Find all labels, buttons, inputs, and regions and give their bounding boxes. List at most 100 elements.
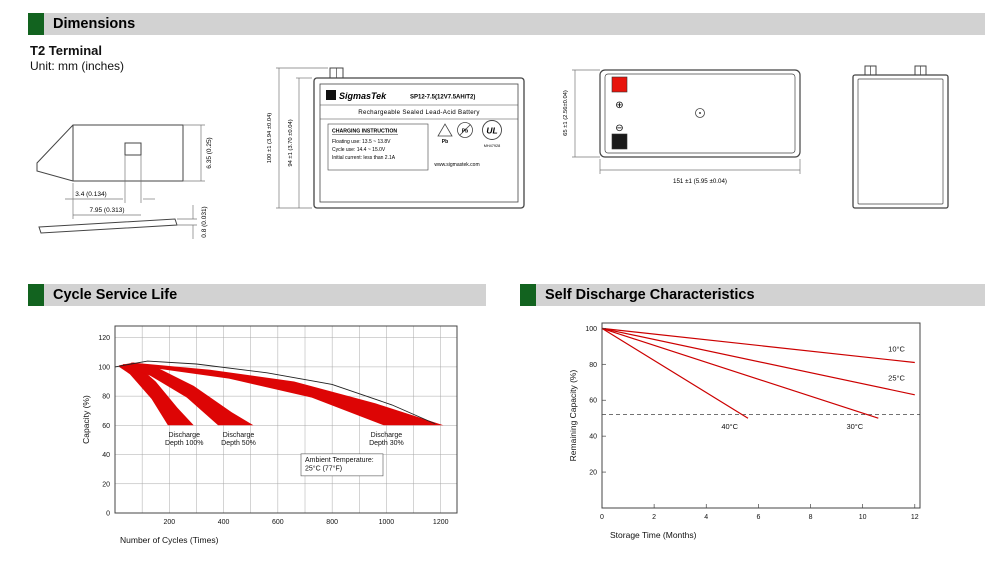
crossed-pb-label: Pb bbox=[462, 129, 468, 135]
dim-thickness-label: 0.8 (0.031) bbox=[201, 206, 208, 237]
y-tick-label: 20 bbox=[102, 481, 110, 488]
series-label: 10°C bbox=[888, 345, 905, 354]
y-tick-label: 60 bbox=[589, 398, 597, 405]
cycle-section-header: Cycle Service Life bbox=[28, 284, 486, 306]
battery-front-view-drawing: SigmasTek SP12-7.5(12V7.5AH/T2) Recharge… bbox=[267, 67, 525, 209]
y-axis-label: Capacity (%) bbox=[81, 395, 91, 444]
x-axis-label: Number of Cycles (Times) bbox=[120, 535, 219, 545]
discharge-band bbox=[131, 362, 444, 426]
unit-label: Unit: mm (inches) bbox=[30, 59, 125, 73]
dimension-lines bbox=[572, 69, 801, 174]
annotation-text: Ambient Temperature: bbox=[305, 457, 374, 464]
annotation-text: Discharge bbox=[223, 432, 255, 439]
negative-terminal bbox=[611, 133, 628, 150]
recycle-pb-icon bbox=[437, 123, 453, 137]
vent-mark bbox=[695, 108, 705, 118]
y-tick-label: 60 bbox=[102, 423, 110, 430]
positive-terminal bbox=[611, 76, 628, 93]
x-tick-label: 8 bbox=[809, 514, 813, 521]
dim-height-label: 6.35 (0.25) bbox=[206, 137, 213, 168]
x-tick-label: 400 bbox=[218, 519, 230, 526]
dimension-lines bbox=[65, 124, 205, 239]
brand-text: SigmasTek bbox=[339, 91, 387, 101]
discharge-band bbox=[119, 362, 194, 426]
minus-terminal-symbol: ⊖ bbox=[615, 123, 623, 134]
y-tick-label: 100 bbox=[585, 326, 597, 333]
annotation-text: Discharge bbox=[168, 432, 200, 439]
dim-total-height-label: 100 ±1 (3.94 ±0.04) bbox=[267, 113, 273, 164]
y-tick-label: 80 bbox=[589, 362, 597, 369]
series-line bbox=[601, 327, 915, 364]
dimension-lines bbox=[276, 67, 328, 209]
brand-logo-icon bbox=[326, 90, 336, 100]
x-tick-label: 1200 bbox=[433, 519, 449, 526]
crossed-pb-icon bbox=[457, 122, 473, 138]
y-axis-label: Remaining Capacity (%) bbox=[568, 370, 578, 462]
charging-line-2: Cycle use: 14.4 ~ 15.0V bbox=[332, 147, 386, 153]
battery-top-view-drawing: ⊕ ⊖ 65 ±1 (2.56±0.04) 151 ±1 (5.95 ±0.04… bbox=[563, 69, 801, 185]
series-label: 25°C bbox=[888, 373, 905, 382]
ul-label: UL bbox=[486, 126, 497, 136]
plus-terminal-symbol: ⊕ bbox=[615, 100, 623, 111]
charging-line-1: Floating use: 13.5 ~ 13.8V bbox=[332, 139, 391, 145]
recycle-pb-label: Pb bbox=[442, 139, 448, 145]
series-label: 40°C bbox=[721, 422, 738, 431]
x-tick-label: 1000 bbox=[379, 519, 395, 526]
series-line bbox=[601, 327, 915, 396]
website-text: www.sigmastek.com bbox=[434, 162, 479, 168]
charging-line-3: Initial current: less than 2.1A bbox=[332, 155, 396, 161]
series-label: 30°C bbox=[846, 422, 863, 431]
x-tick-label: 800 bbox=[326, 519, 338, 526]
header-accent-block bbox=[28, 284, 44, 306]
dimensions-header-title: Dimensions bbox=[44, 13, 985, 35]
x-tick-label: 200 bbox=[163, 519, 175, 526]
plot-frame bbox=[601, 322, 921, 509]
cycle-service-life-chart: 200 400 600 800 1000 1200 0 20 40 60 80 100 120 Disch… bbox=[81, 325, 458, 545]
x-tick-label: 4 bbox=[704, 514, 708, 521]
ul-code: MH47928 bbox=[484, 144, 500, 148]
x-tick-label: 2 bbox=[652, 514, 656, 521]
series-line bbox=[601, 327, 749, 419]
battery-type-text: Rechargeable Sealed Lead-Acid Battery bbox=[358, 109, 480, 116]
x-tick-label: 600 bbox=[272, 519, 284, 526]
terminal-detail-drawing: 3.4 (0.134) 7.95 (0.313) 6.35 (0.25) 0.8… bbox=[36, 124, 213, 239]
model-text: SP12-7.5(12V7.5AH/T2) bbox=[410, 95, 475, 101]
ul-mark-icon bbox=[482, 120, 502, 140]
header-accent-block bbox=[520, 284, 536, 306]
y-tick-label: 100 bbox=[98, 364, 110, 371]
y-tick-label: 80 bbox=[102, 394, 110, 401]
dim-body-height-label: 94 ±1 (3.70 ±0.04) bbox=[288, 119, 294, 166]
x-tick-label: 6 bbox=[756, 514, 760, 521]
annotation-box bbox=[300, 453, 384, 477]
dim-width-label: 7.95 (0.313) bbox=[89, 207, 124, 214]
y-tick-label: 120 bbox=[98, 335, 110, 342]
terminal-outline bbox=[36, 124, 184, 234]
self-discharge-chart: 10°C 25°C 30°C 40°C 0 2 4 6 8 10 12 20 40 60 80 100 Stor… bbox=[568, 322, 921, 540]
plot-frame bbox=[114, 325, 458, 514]
header-accent-block bbox=[28, 13, 44, 35]
side-view-outline bbox=[852, 65, 949, 209]
dim-length-label: 151 ±1 (5.95 ±0.04) bbox=[673, 178, 727, 185]
battery-body-outline bbox=[313, 67, 525, 209]
x-tick-label: 12 bbox=[911, 514, 919, 521]
annotation-text: 25°C (77°F) bbox=[305, 464, 342, 472]
x-tick-label: 10 bbox=[859, 514, 867, 521]
vent-center-dot bbox=[699, 112, 701, 114]
dim-depth-label: 65 ±1 (2.56±0.04) bbox=[563, 90, 569, 136]
annotation-text: Depth 30% bbox=[369, 440, 404, 447]
annotation-text: Depth 50% bbox=[221, 440, 256, 447]
series-line bbox=[601, 327, 879, 419]
x-tick-label: 0 bbox=[600, 514, 604, 521]
self-discharge-header-title: Self Discharge Characteristics bbox=[536, 284, 985, 306]
battery-side-view-drawing bbox=[852, 65, 949, 209]
y-tick-label: 20 bbox=[589, 470, 597, 477]
annotation-text: Discharge bbox=[371, 432, 403, 439]
y-tick-label: 40 bbox=[102, 452, 110, 459]
top-view-outline bbox=[599, 69, 801, 158]
dimensions-section-header: Dimensions bbox=[28, 13, 985, 35]
envelope-curve bbox=[114, 360, 436, 425]
cycle-header-title: Cycle Service Life bbox=[44, 284, 486, 306]
self-discharge-section-header: Self Discharge Characteristics bbox=[520, 284, 985, 306]
y-tick-label: 40 bbox=[589, 434, 597, 441]
